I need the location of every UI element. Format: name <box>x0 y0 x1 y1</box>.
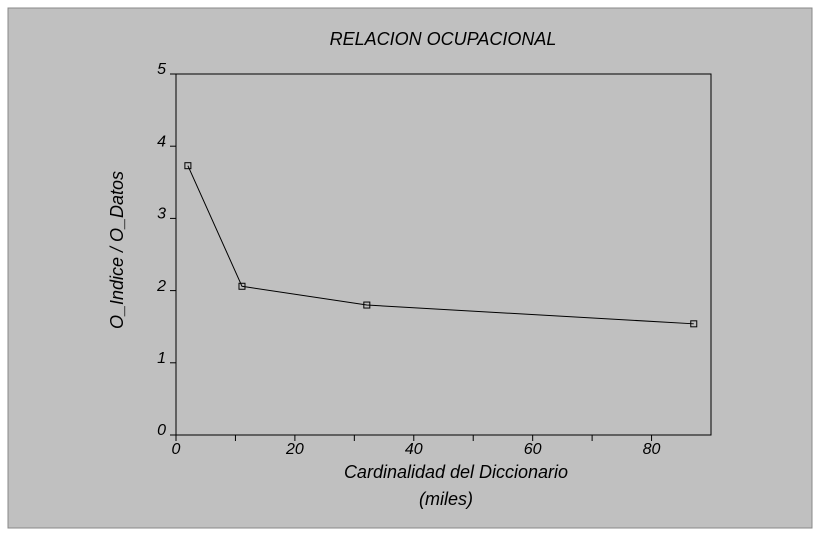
x-tick-label: 40 <box>405 441 423 458</box>
y-tick-label: 5 <box>157 61 166 78</box>
data-point <box>690 320 698 328</box>
y-tick-label: 0 <box>157 422 166 439</box>
y-tick-label: 2 <box>156 278 166 295</box>
data-point <box>363 301 371 309</box>
data-point <box>238 282 246 290</box>
chart-background <box>7 7 813 529</box>
x-axis-label: Cardinalidad del Diccionario <box>344 462 568 482</box>
x-tick-label: 60 <box>524 441 542 458</box>
data-point <box>184 162 192 170</box>
x-tick-label: 80 <box>643 441 661 458</box>
x-axis-label: (miles) <box>419 489 473 509</box>
y-tick-label: 4 <box>157 133 166 150</box>
x-tick-label: 0 <box>172 441 181 458</box>
y-axis-label: O_Indice / O_Datos <box>107 171 127 329</box>
data-line <box>187 165 694 325</box>
plot-frame <box>175 73 712 436</box>
y-tick-label: 1 <box>157 350 166 367</box>
x-tick-label: 20 <box>285 441 304 458</box>
y-tick-label: 3 <box>157 206 166 223</box>
chart-title: RELACION OCUPACIONAL <box>330 29 557 49</box>
